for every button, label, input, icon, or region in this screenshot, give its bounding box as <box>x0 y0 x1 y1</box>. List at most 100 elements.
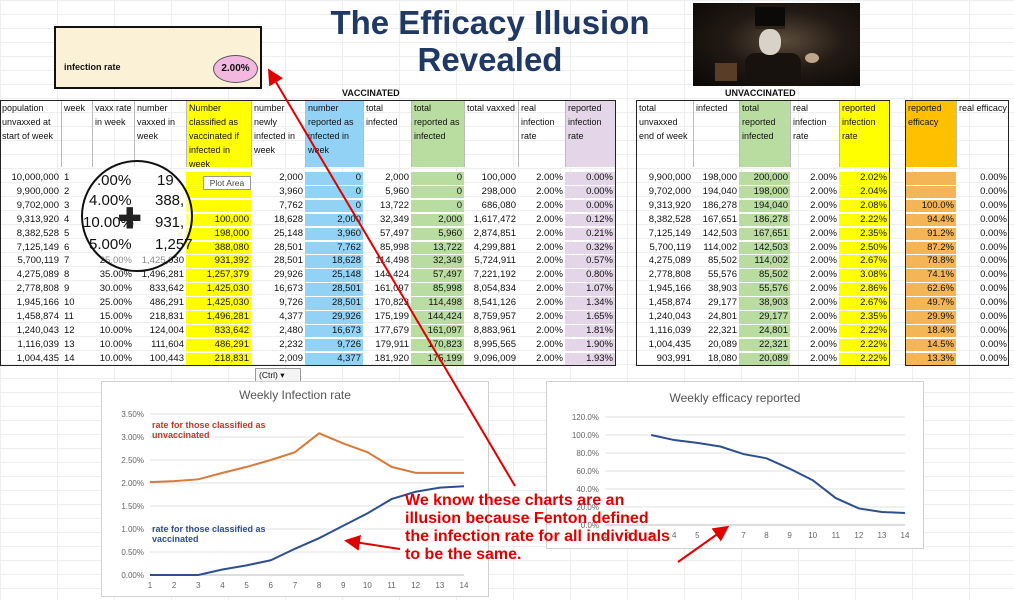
cell-unvaxxed-reported[interactable]: 200,000 <box>739 172 790 185</box>
cell-week[interactable]: 5 <box>64 227 70 239</box>
cell-reported-rate[interactable]: 1.93% <box>565 352 615 366</box>
cell-real-rate[interactable]: 2.00% <box>536 297 563 309</box>
cell-classified[interactable]: 486,291 <box>186 338 251 352</box>
cell-unvaxxed-infected[interactable]: 198,000 <box>702 172 737 183</box>
cell-classified[interactable]: 198,000 <box>186 227 251 241</box>
header-real-rate[interactable]: real infection rate <box>518 101 565 167</box>
cell-real-rate[interactable]: 2.00% <box>536 283 563 295</box>
cell-reported-efficacy[interactable]: 78.8% <box>905 255 956 268</box>
cell-classified[interactable] <box>186 199 251 213</box>
cell-population[interactable]: 1,945,166 <box>16 297 59 309</box>
cell-unvaxxed-real-rate[interactable]: 2.00% <box>810 227 837 239</box>
cell-unvaxxed-infected[interactable]: 38,903 <box>707 283 737 295</box>
cell-reported-rate[interactable]: 1.90% <box>565 338 615 352</box>
cell-week[interactable]: 13 <box>64 338 75 350</box>
cell-unvaxxed-reported[interactable]: 198,000 <box>739 185 790 199</box>
cell-reported-efficacy[interactable]: 94.4% <box>905 213 956 227</box>
header-real-efficacy[interactable]: real efficacy <box>956 101 1009 167</box>
cell-real-efficacy[interactable]: 0.00% <box>980 199 1007 211</box>
cell-reported-rate[interactable]: 1.81% <box>565 324 615 338</box>
cell-unvaxxed-total[interactable]: 1,004,435 <box>648 338 691 350</box>
cell-unvaxxed-total[interactable]: 8,382,528 <box>648 213 691 225</box>
cell-population[interactable]: 8,382,528 <box>16 227 59 239</box>
cell-unvaxxed-total[interactable]: 2,778,808 <box>648 269 691 281</box>
cell-vaxx-rate[interactable]: 25.00% <box>99 297 132 309</box>
cell-population[interactable]: 9,313,920 <box>16 213 59 225</box>
cell-reported-efficacy[interactable]: 13.3% <box>905 352 956 366</box>
cell-unvaxxed-total[interactable]: 9,313,920 <box>648 199 691 211</box>
cell-unvaxxed-reported[interactable]: 20,089 <box>739 352 790 366</box>
cell-unvaxxed-infected[interactable]: 114,002 <box>703 241 737 253</box>
cell-classified[interactable]: 1,425,030 <box>186 297 251 310</box>
cell-unvaxxed-infected[interactable]: 186,278 <box>702 199 737 211</box>
cell-unvaxxed-real-rate[interactable]: 2.00% <box>810 338 837 350</box>
cell-unvaxxed-infected[interactable]: 85,502 <box>707 255 737 267</box>
header-reported-rate[interactable]: reported infection rate <box>565 101 615 167</box>
cell-unvaxxed-total[interactable]: 7,125,149 <box>648 227 691 239</box>
cell-unvaxxed-total[interactable]: 903,991 <box>656 352 691 364</box>
cell-number-vaxxed[interactable]: 1,496,281 <box>141 269 184 281</box>
cell-reported-rate[interactable]: 0.12% <box>565 213 615 227</box>
header-classified[interactable]: Number classified as vaccinated if infec… <box>186 101 251 167</box>
cell-week[interactable]: 12 <box>64 324 75 336</box>
cell-week[interactable]: 9 <box>64 283 70 295</box>
cell-week[interactable]: 8 <box>64 269 70 281</box>
cell-reported-efficacy[interactable] <box>905 185 956 199</box>
cell-number-vaxxed[interactable]: 111,604 <box>151 338 184 350</box>
cell-real-efficacy[interactable]: 0.00% <box>980 185 1007 197</box>
cell-unvaxxed-real-rate[interactable]: 2.00% <box>810 185 837 197</box>
cell-classified[interactable]: 833,642 <box>186 324 251 338</box>
header-unvaxxed-real-rate[interactable]: real infection rate <box>790 101 839 167</box>
cell-unvaxxed-reported[interactable]: 24,801 <box>739 324 790 338</box>
cell-unvaxxed-real-rate[interactable]: 2.00% <box>810 269 837 281</box>
cell-unvaxxed-reported-rate[interactable]: 2.22% <box>839 324 889 338</box>
cell-real-rate[interactable]: 2.00% <box>536 324 563 336</box>
cell-unvaxxed-reported-rate[interactable]: 2.86% <box>839 283 889 296</box>
cell-reported-efficacy[interactable]: 100.0% <box>905 199 956 213</box>
cell-week[interactable]: 7 <box>64 255 70 267</box>
cell-week[interactable]: 4 <box>64 213 70 225</box>
cell-vaxx-rate[interactable]: 10.00% <box>99 338 132 350</box>
cell-real-efficacy[interactable]: 0.00% <box>980 255 1007 267</box>
cell-unvaxxed-total[interactable]: 1,458,874 <box>648 297 691 309</box>
cell-reported-efficacy[interactable] <box>905 172 956 185</box>
cell-reported-rate[interactable]: 1.65% <box>565 311 615 324</box>
cell-reported-efficacy[interactable]: 62.6% <box>905 283 956 296</box>
cell-unvaxxed-reported[interactable]: 167,651 <box>739 227 790 241</box>
cell-real-efficacy[interactable]: 0.00% <box>980 324 1007 336</box>
cell-population[interactable]: 1,004,435 <box>16 352 59 364</box>
cell-unvaxxed-total[interactable]: 1,945,166 <box>648 283 691 295</box>
cell-unvaxxed-reported[interactable]: 38,903 <box>739 297 790 310</box>
cell-unvaxxed-infected[interactable]: 142,503 <box>702 227 737 239</box>
cell-unvaxxed-reported-rate[interactable]: 2.35% <box>839 227 889 241</box>
cell-reported-efficacy[interactable]: 74.1% <box>905 269 956 282</box>
cell-population[interactable]: 2,778,808 <box>16 283 59 295</box>
efficacy-chart[interactable]: Weekly efficacy reported 0.0% 20.0% 40.0% 6… <box>546 381 924 549</box>
cell-real-rate[interactable]: 2.00% <box>536 241 563 253</box>
cell-real-efficacy[interactable]: 0.00% <box>980 283 1007 295</box>
cell-unvaxxed-real-rate[interactable]: 2.00% <box>810 283 837 295</box>
cell-reported-rate[interactable]: 0.00% <box>565 199 615 213</box>
cell-reported-efficacy[interactable]: 29.9% <box>905 311 956 324</box>
cell-unvaxxed-infected[interactable]: 24,801 <box>707 311 737 322</box>
cell-real-efficacy[interactable]: 0.00% <box>980 172 1007 183</box>
cell-unvaxxed-reported-rate[interactable]: 2.22% <box>839 352 889 366</box>
cell-real-efficacy[interactable]: 0.00% <box>980 338 1007 350</box>
cell-reported-rate[interactable]: 0.21% <box>565 227 615 241</box>
header-unvaxxed-reported[interactable]: total reported infected <box>739 101 790 167</box>
cell-unvaxxed-reported[interactable]: 85,502 <box>739 269 790 282</box>
cell-reported-efficacy[interactable]: 91.2% <box>905 227 956 241</box>
cell-unvaxxed-reported-rate[interactable]: 2.04% <box>839 185 889 199</box>
infection-rate-box[interactable]: infection rate 2.00% <box>54 26 262 89</box>
header-reported-efficacy[interactable]: reported efficacy <box>905 101 956 167</box>
cell-population[interactable]: 10,000,000 <box>11 172 59 183</box>
header-week[interactable]: week <box>61 101 92 167</box>
cell-unvaxxed-total[interactable]: 4,275,089 <box>648 255 691 267</box>
cell-reported-rate[interactable]: 1.07% <box>565 283 615 296</box>
cell-population[interactable]: 1,458,874 <box>16 311 59 322</box>
cell-week[interactable]: 1 <box>64 172 70 183</box>
cell-unvaxxed-reported-rate[interactable]: 2.22% <box>839 338 889 352</box>
cell-unvaxxed-reported[interactable]: 55,576 <box>739 283 790 296</box>
cell-reported-rate[interactable]: 1.34% <box>565 297 615 310</box>
cell-real-rate[interactable]: 2.00% <box>536 311 563 322</box>
